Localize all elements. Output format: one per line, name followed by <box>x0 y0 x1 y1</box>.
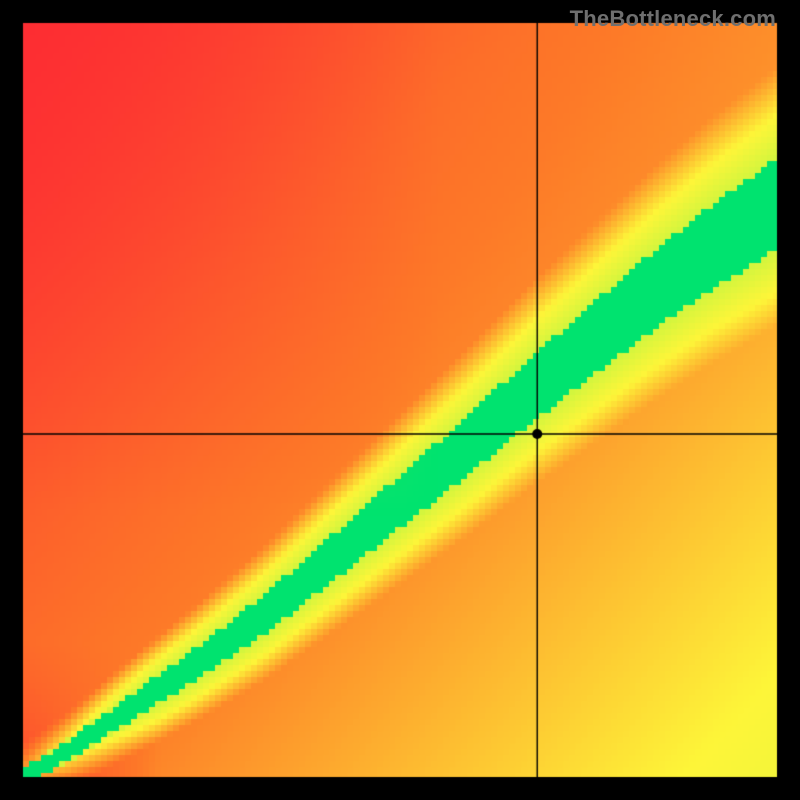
bottleneck-heatmap <box>0 0 800 800</box>
